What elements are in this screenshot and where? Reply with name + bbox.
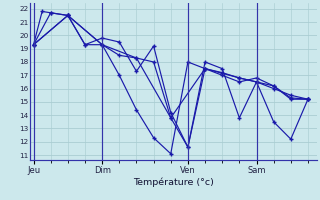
X-axis label: Température (°c): Température (°c) xyxy=(133,177,214,187)
